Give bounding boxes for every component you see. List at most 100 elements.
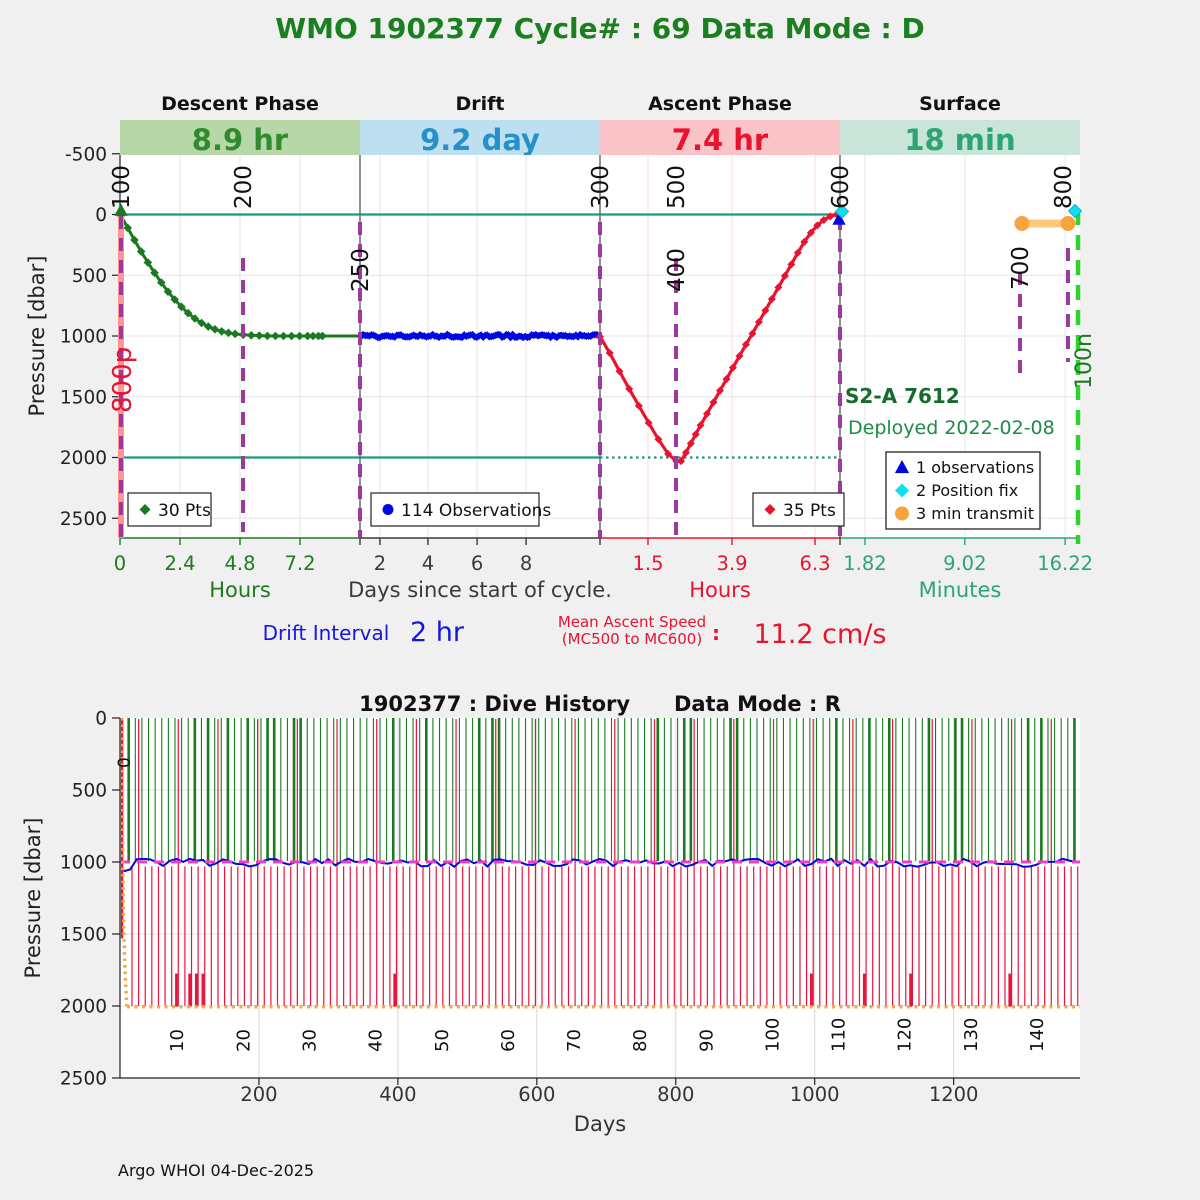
x-tick-label: 1000 xyxy=(790,1083,840,1106)
mc-event-label: 200 xyxy=(231,165,257,209)
cycle-number-label: 60 xyxy=(498,1029,519,1052)
cycle-number-label: 100 xyxy=(762,1018,783,1052)
legend-marker-triangle xyxy=(894,460,910,474)
cycle-number-label: 140 xyxy=(1027,1018,1048,1052)
x-tick-label: 800 xyxy=(657,1083,694,1106)
y-tick-label: 1500 xyxy=(60,925,107,946)
ascent-marker xyxy=(754,318,763,327)
drift-marker xyxy=(500,332,509,341)
legend-marker-circle xyxy=(895,506,909,521)
mc-event-label: 500 xyxy=(664,165,690,209)
x-tick-label: 3.9 xyxy=(716,552,747,575)
y-tick-label: 0 xyxy=(95,709,107,730)
y-tick-label: -500 xyxy=(65,144,107,165)
mini-legend-label: 35 Pts xyxy=(783,501,836,521)
x-axis-label-descent: Hours xyxy=(209,578,271,602)
phase-duration-drift: 9.2 day xyxy=(420,123,540,157)
descent-marker xyxy=(177,302,186,312)
ascent-marker xyxy=(787,260,796,269)
drift-marker xyxy=(496,330,504,339)
ascent-marker xyxy=(686,439,695,448)
y-tick-label: 1500 xyxy=(60,387,107,408)
ascent-marker xyxy=(813,221,822,230)
descent-start-marker xyxy=(114,203,128,216)
descent-marker xyxy=(123,223,133,233)
x-tick-label: 1.82 xyxy=(843,552,886,575)
x-tick-label: 4.8 xyxy=(224,552,255,575)
ascent-speed-label-line2: (MC500 to MC600) xyxy=(562,630,702,648)
descent-marker xyxy=(136,247,146,256)
descent-marker xyxy=(279,331,288,341)
mc-event-label: 400 xyxy=(664,248,690,292)
x-tick-label: 600 xyxy=(518,1083,555,1106)
mc-event-label: 700 xyxy=(1008,246,1034,290)
ascent-end-observation-marker xyxy=(832,212,846,225)
descent-marker xyxy=(156,278,166,287)
ascent-marker xyxy=(748,329,757,338)
ascent-marker xyxy=(800,237,809,246)
cycle-number-label: 40 xyxy=(366,1029,387,1052)
descent-marker xyxy=(203,322,213,331)
descent-marker xyxy=(150,268,159,278)
mini-legend-marker xyxy=(139,504,151,515)
ascent-marker xyxy=(696,421,705,430)
phase-title-ascent: Ascent Phase xyxy=(648,93,792,115)
descent-marker xyxy=(217,327,227,336)
cycle-number-label: 10 xyxy=(167,1029,188,1052)
cycle-number-label: 50 xyxy=(432,1029,453,1052)
y-tick-label: 0 xyxy=(95,205,107,226)
phase-title-descent: Descent Phase xyxy=(161,93,319,115)
ascent-marker xyxy=(774,283,783,292)
mc-event-label: 100 xyxy=(109,165,135,209)
float-id-annotation: S2-A 7612 xyxy=(845,384,960,408)
ascent-marker xyxy=(716,386,724,395)
legend-label: 3 min transmit xyxy=(916,504,1034,523)
x-tick-label: 4 xyxy=(422,552,434,575)
descent-marker xyxy=(254,331,264,340)
y-tick-label: 2500 xyxy=(60,1069,107,1090)
legend-label: 1 observations xyxy=(916,458,1034,477)
x-tick-label: 7.2 xyxy=(284,552,315,575)
ascent-marker xyxy=(691,430,700,439)
descent-marker xyxy=(318,331,327,341)
first-descent-dotted-curve xyxy=(120,717,129,1007)
descent-marker xyxy=(130,235,139,245)
ascent-marker xyxy=(735,352,744,361)
cycle-number-label: 120 xyxy=(895,1018,916,1052)
mini-legend-box xyxy=(370,492,540,527)
descent-marker xyxy=(170,295,180,304)
ascent-marker xyxy=(644,418,653,427)
x-axis-label-drift: Days since start of cycle. xyxy=(348,578,612,602)
drift-marker xyxy=(414,332,422,341)
ascent-marker xyxy=(793,248,802,257)
mini-legend-marker xyxy=(764,504,776,515)
position-fix-marker xyxy=(1067,203,1083,219)
phase-band-surface xyxy=(840,120,1080,156)
ascent-marker xyxy=(722,375,731,384)
y-tick-label: 1000 xyxy=(60,327,107,348)
descent-marker xyxy=(295,331,304,341)
mc-event-label: 600 xyxy=(828,165,854,209)
ascent-marker xyxy=(728,363,737,372)
ascent-marker xyxy=(681,448,690,457)
drift-marker xyxy=(483,331,492,339)
cycle-number-label: 30 xyxy=(299,1029,320,1052)
mc-event-label: 100n xyxy=(1072,333,1097,389)
legend-label: 2 Position fix xyxy=(916,481,1018,500)
ascent-marker xyxy=(761,306,770,315)
x-axis-label-ascent: Hours xyxy=(689,578,751,602)
ascent-marker xyxy=(625,384,634,393)
deployed-date-annotation: Deployed 2022-02-08 xyxy=(848,417,1055,439)
descent-marker xyxy=(303,331,312,341)
descent-marker xyxy=(230,329,240,339)
ascent-marker xyxy=(677,457,686,466)
descent-marker xyxy=(163,287,173,296)
descent-marker xyxy=(246,330,256,340)
descent-marker xyxy=(143,258,153,267)
x-axis-label-surface: Minutes xyxy=(919,578,1002,602)
ascent-marker xyxy=(654,435,663,444)
phase-band-descent xyxy=(120,120,360,156)
phase-band-drift xyxy=(360,120,600,156)
